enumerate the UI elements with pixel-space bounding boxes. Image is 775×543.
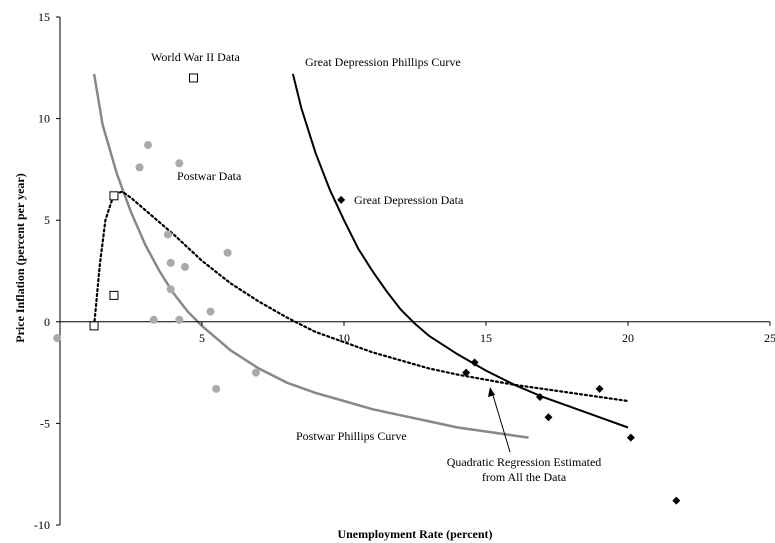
depression-data-point <box>626 433 635 442</box>
depression-curve-label: Great Depression Phillips Curve <box>305 55 461 69</box>
great-depression-phillips-curve <box>291 73 629 429</box>
quadratic-regression-curve <box>93 190 630 403</box>
depression-data-point <box>544 413 553 422</box>
depression-data-label: Great Depression Data <box>354 193 464 207</box>
depression-data-point <box>337 195 346 204</box>
postwar-data-point <box>223 248 232 257</box>
x-tick-label: 5 <box>199 331 205 345</box>
postwar-data-label: Postwar Data <box>177 169 242 183</box>
ww2-data-point <box>89 321 99 331</box>
postwar-data-point <box>166 258 175 267</box>
depression-data-point <box>470 358 479 367</box>
postwar-data-point <box>163 230 172 239</box>
y-tick-label: 10 <box>38 112 50 126</box>
y-tick-label: 0 <box>44 315 50 329</box>
x-tick-label: 20 <box>622 331 634 345</box>
postwar-phillips-curve <box>92 73 529 439</box>
y-axis-title: Price Inflation (percent per year) <box>13 173 27 343</box>
postwar-data-point <box>212 384 221 393</box>
points-layer <box>53 73 681 505</box>
postwar-data-point <box>135 163 144 172</box>
y-tick-label: -5 <box>40 416 50 430</box>
curves-layer <box>92 73 630 439</box>
ww2-data-point <box>188 73 198 83</box>
y-tick-label: 5 <box>44 213 50 227</box>
ww2-data-point <box>109 191 119 201</box>
depression-data-point <box>595 384 604 393</box>
ww2-data-label: World War II Data <box>151 50 240 64</box>
regression-pointer-arrow <box>491 391 511 453</box>
y-tick-label: 15 <box>38 10 50 24</box>
ticks-layer: -10 -5 0 5 10 15 5 10 15 20 25 <box>34 10 775 532</box>
depression-data-point <box>462 368 471 377</box>
x-tick-label: 10 <box>338 331 350 345</box>
postwar-data-point <box>144 141 153 150</box>
depression-data-point <box>535 392 544 401</box>
ww2-data-point <box>109 290 119 300</box>
postwar-data-point <box>251 368 260 377</box>
regression-pointer-arrowhead <box>488 387 495 397</box>
postwar-data-point <box>180 262 189 271</box>
x-tick-label: 15 <box>480 331 492 345</box>
y-tick-label: -10 <box>34 518 50 532</box>
x-tick-label: 25 <box>764 331 775 345</box>
postwar-data-point <box>166 285 175 294</box>
postwar-curve-label: Postwar Phillips Curve <box>296 429 407 443</box>
depression-data-point <box>672 496 681 505</box>
x-axis-title: Unemployment Rate (percent) <box>337 527 492 541</box>
postwar-data-point <box>175 315 184 324</box>
postwar-data-point <box>53 334 62 343</box>
postwar-data-point <box>175 159 184 168</box>
regression-label-line2: from All the Data <box>482 470 567 484</box>
postwar-data-point <box>149 315 158 324</box>
axes-layer <box>59 17 770 525</box>
regression-label-line1: Quadratic Regression Estimated <box>447 455 602 469</box>
postwar-data-point <box>206 307 215 316</box>
